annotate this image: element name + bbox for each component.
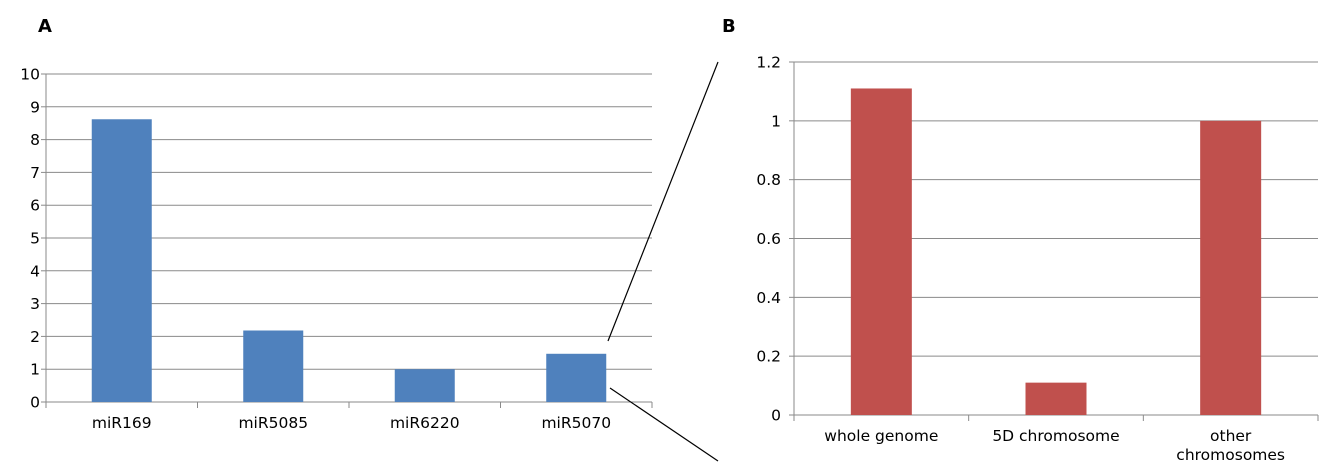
category-label-a-2: miR6220 [390,414,460,432]
y-tick-label-a-1: 1 [30,361,40,379]
category-label-a-0: miR169 [92,414,152,432]
chart-a: 0 1 2 3 4 5 6 7 8 9 10 miR169 miR5085 miR6220 miR5070 [20,66,653,432]
category-label-b-1: 5D chromosome [992,427,1119,445]
zoom-connector-upper [607,61,719,342]
y-tick-label-b-2: 0.4 [756,289,781,307]
y-tick-label-a-9: 9 [30,98,40,116]
bar-a-0 [91,119,152,402]
chart-b: 0 0.2 0.4 0.6 0.8 1 1.2 whole genome 5D chromoso… [756,54,1319,464]
category-label-b-2: other chromosomes [1176,427,1285,464]
category-label-a-3: miR5070 [541,414,611,432]
y-tick-label-b-0: 0 [771,407,781,425]
y-tick-label-a-10: 10 [20,66,40,84]
y-tick-label-b-3: 0.6 [756,230,781,248]
y-tick-label-a-4: 4 [30,262,40,280]
y-tick-label-b-1: 0.2 [756,348,781,366]
bar-a-1 [243,330,304,402]
y-tick-label-a-3: 3 [30,295,40,313]
y-tick-label-b-5: 1 [771,112,781,130]
y-tick-label-a-2: 2 [30,328,40,346]
category-label-a-1: miR5085 [238,414,308,432]
category-label-b-0: whole genome [824,427,938,445]
bar-a-3 [546,353,607,402]
panel-b-label: B [722,16,736,37]
y-tick-label-a-0: 0 [30,394,40,412]
zoom-connector-lower [609,387,719,462]
y-tick-label-b-6: 1.2 [756,54,781,72]
y-tick-label-a-5: 5 [30,230,40,248]
y-tick-label-a-6: 6 [30,197,40,215]
panel-a-label: A [38,16,52,37]
bar-a-2 [394,369,455,402]
bar-b-0 [850,88,912,415]
y-tick-label-a-8: 8 [30,131,40,149]
y-tick-label-b-4: 0.8 [756,171,781,189]
y-tick-label-a-7: 7 [30,164,40,182]
bar-b-1 [1025,382,1087,415]
bar-b-2 [1200,120,1262,415]
